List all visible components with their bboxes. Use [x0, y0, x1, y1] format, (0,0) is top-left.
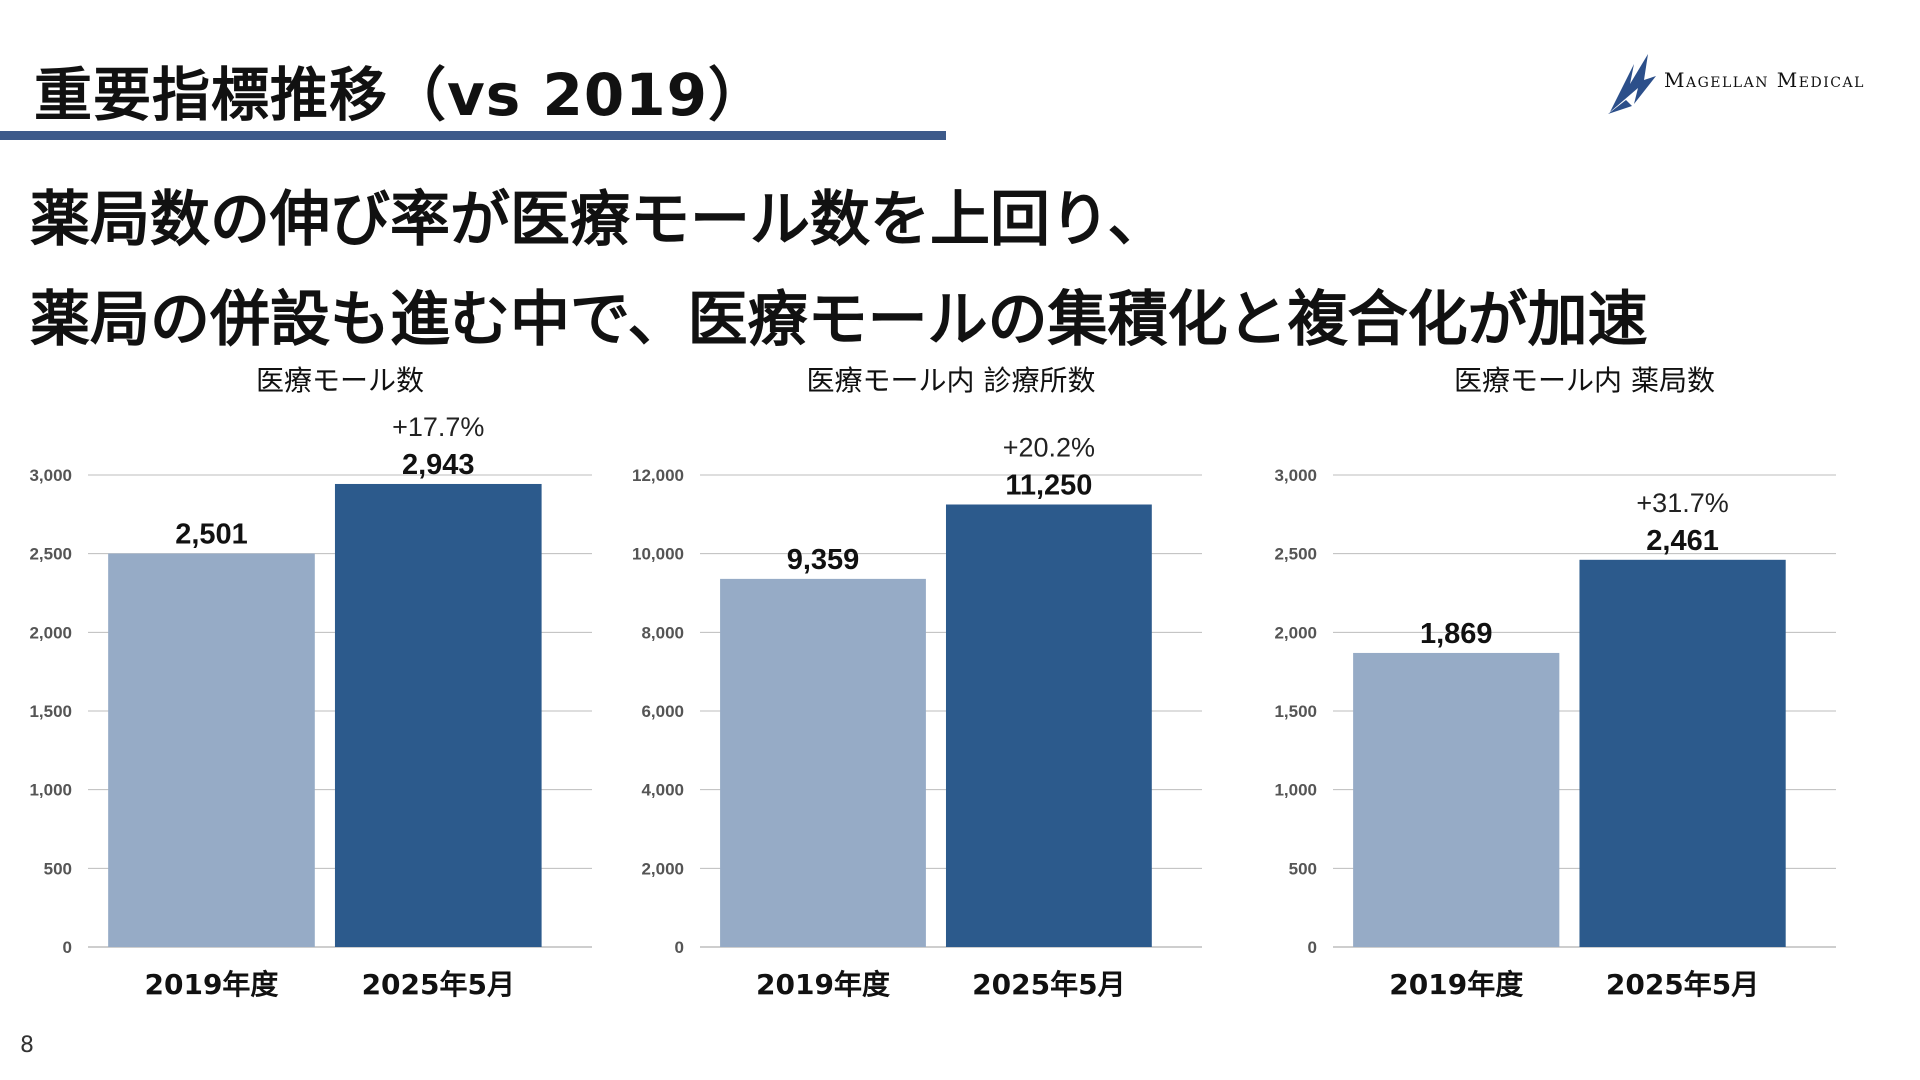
- chart-0-value-label: 2,943: [402, 449, 475, 481]
- page-number: 8: [20, 1033, 34, 1058]
- chart-0-ytick-label: 500: [44, 859, 72, 878]
- chart-2-category-label: 2019年度: [1389, 968, 1523, 1001]
- chart-1-category-label: 2019年度: [756, 968, 890, 1001]
- chart-0-value-label: 2,501: [175, 519, 248, 551]
- ship-sail-icon: [1608, 54, 1656, 114]
- chart-0-title: 医療モール数: [256, 364, 424, 397]
- chart-1-value-label: 11,250: [1005, 470, 1092, 502]
- chart-0-ytick-label: 1,500: [29, 702, 72, 721]
- chart-1-ytick-label: 12,000: [632, 466, 684, 485]
- headline-line-2: 薬局の併設も進む中で、医療モールの集積化と複合化が加速: [30, 285, 1648, 355]
- chart-0-ytick-label: 2,500: [29, 545, 72, 564]
- chart-0-growth-label: +17.7%: [392, 412, 484, 442]
- chart-2-ytick-label: 2,000: [1274, 623, 1317, 642]
- chart-1-ytick-label: 4,000: [641, 781, 684, 800]
- slide-title: 重要指標推移（vs 2019）: [34, 61, 767, 129]
- chart-2-value-label: 1,869: [1420, 618, 1493, 650]
- chart-1-value-label: 9,359: [787, 544, 860, 576]
- chart-1-bar-0: [720, 578, 926, 947]
- title-underline: [0, 131, 946, 140]
- chart-2-growth-label: +31.7%: [1636, 488, 1728, 518]
- chart-0-bar-0: [108, 553, 315, 947]
- chart-1-category-label: 2025年5月: [972, 968, 1125, 1001]
- chart-2-ytick-label: 0: [1308, 938, 1317, 957]
- chart-2-category-label: 2025年5月: [1606, 968, 1759, 1001]
- headline: 薬局数の伸び率が医療モール数を上回り、 薬局の併設も進む中で、医療モールの集積化…: [30, 170, 1648, 370]
- chart-1-ytick-label: 6,000: [641, 702, 684, 721]
- chart-1-growth-label: +20.2%: [1003, 433, 1095, 463]
- headline-line-1: 薬局数の伸び率が医療モール数を上回り、: [30, 185, 1168, 255]
- charts-area: 医療モール数 0 500 1,000 1,500 2,000 2,500 3,000 2,501…: [29, 364, 1836, 1001]
- chart-2-title: 医療モール内 薬局数: [1454, 364, 1715, 397]
- company-logo: Magellan Medical: [1604, 46, 1914, 116]
- chart-0-category-label: 2019年度: [145, 968, 279, 1001]
- chart-2-bar-0: [1353, 652, 1560, 947]
- chart-2-value-label: 2,461: [1646, 525, 1719, 557]
- chart-1-ytick-label: 10,000: [632, 545, 684, 564]
- chart-1-ytick-label: 0: [675, 938, 684, 957]
- chart-2-ytick-label: 2,500: [1274, 545, 1317, 564]
- chart-2-ytick-label: 500: [1289, 859, 1317, 878]
- chart-1-ytick-label: 8,000: [641, 623, 684, 642]
- chart-2-ytick-label: 3,000: [1274, 466, 1317, 485]
- chart-2-ytick-label: 1,500: [1274, 702, 1317, 721]
- chart-1-title: 医療モール内 診療所数: [807, 364, 1096, 397]
- chart-1-ytick-label: 2,000: [641, 859, 684, 878]
- chart-2-bar-1: [1579, 559, 1786, 947]
- chart-1-bar-1: [945, 504, 1152, 947]
- chart-0-ytick-label: 3,000: [29, 466, 72, 485]
- chart-0-category-label: 2025年5月: [362, 968, 515, 1001]
- chart-0-bar-1: [334, 483, 542, 947]
- chart-0-ytick-label: 1,000: [29, 781, 72, 800]
- chart-2-ytick-label: 1,000: [1274, 781, 1317, 800]
- logo-text: Magellan Medical: [1664, 68, 1865, 92]
- chart-0-ytick-label: 2,000: [29, 623, 72, 642]
- chart-0-ytick-label: 0: [63, 938, 72, 957]
